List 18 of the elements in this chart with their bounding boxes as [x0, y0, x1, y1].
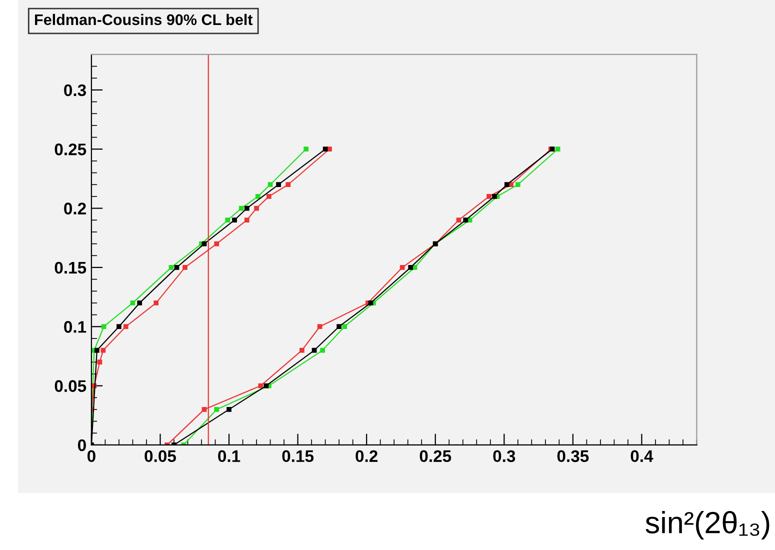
y-tick-label: 0.25	[54, 144, 86, 156]
x-tick-label: 0.15	[282, 450, 314, 462]
y-tick-label: 0.15	[54, 262, 86, 274]
chart-title: Feldman-Cousins 90% CL belt	[35, 14, 253, 26]
x-axis-title: sin²(2θ₁₃)	[646, 511, 770, 540]
x-tick-label: 0.4	[630, 450, 654, 462]
x-tick-label: 0.35	[557, 450, 589, 462]
x-tick-label: 0.2	[356, 450, 378, 462]
x-tick-label: 0.3	[493, 450, 516, 462]
y-tick-label: 0.2	[64, 202, 86, 214]
y-tick-label: 0.3	[64, 84, 86, 96]
y-tick-label: 0.05	[54, 380, 86, 392]
x-tick-label: 0.05	[144, 450, 176, 462]
x-tick-label: 0.25	[420, 450, 452, 462]
x-tick-label: 0	[87, 450, 96, 462]
x-tick-label: 0.1	[218, 450, 240, 462]
y-tick-label: 0.1	[64, 321, 86, 333]
y-tick-label: 0	[78, 439, 86, 452]
